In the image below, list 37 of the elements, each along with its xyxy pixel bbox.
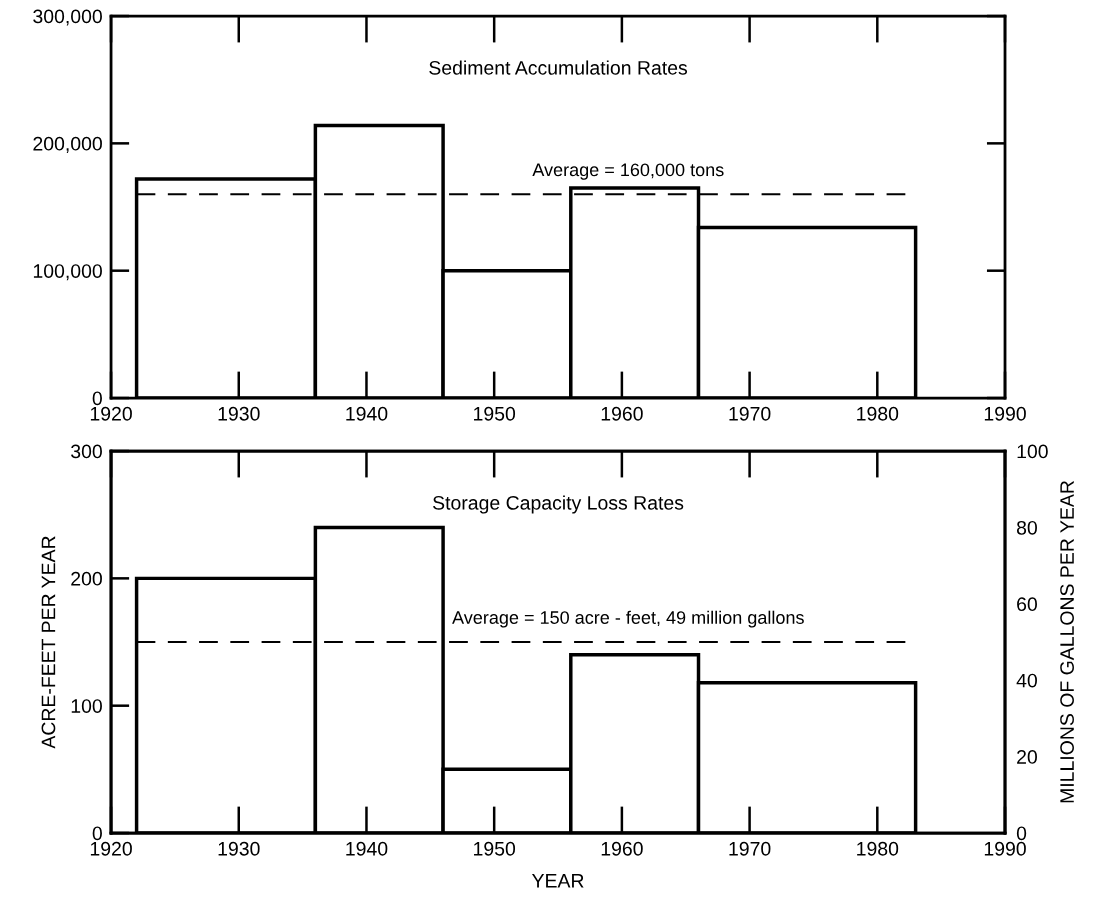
y2-tick-label: 40 xyxy=(1016,673,1037,688)
x-tick-label: 1920 xyxy=(90,841,132,856)
x-tick-label: 1930 xyxy=(218,406,260,421)
y-tick-label: 0 xyxy=(92,826,102,841)
y2-tick-label: 80 xyxy=(1016,520,1037,535)
x-tick-label: 1930 xyxy=(218,841,260,856)
x-tick-label: 1980 xyxy=(857,841,899,856)
y2-tick-label: 0 xyxy=(1016,826,1027,841)
y-tick-label: 200,000 xyxy=(33,136,102,153)
x-tick-label: 1950 xyxy=(474,406,516,421)
text: Storage Capacity Loss Rates xyxy=(433,495,684,514)
x-axis-title: YEAR xyxy=(531,874,584,888)
text: Sediment Accumulation Rates xyxy=(429,60,688,75)
ref-line-label: Average = 160,000 tons xyxy=(532,163,724,180)
x-tick-label: 1970 xyxy=(729,406,771,421)
y2-tick-label: 20 xyxy=(1017,750,1037,764)
x-tick-label: 1990 xyxy=(984,406,1026,421)
x-tick-label: 1950 xyxy=(474,841,516,856)
y-tick-label: 300,000 xyxy=(33,9,102,26)
y-tick-label: 200 xyxy=(71,571,102,586)
y2-axis-title: MILLIONS OF GALLONS PER YEAR xyxy=(1060,481,1074,803)
y-tick-label: 300 xyxy=(71,444,102,459)
x-tick-label: 1990 xyxy=(984,841,1026,856)
y2-tick-label: 100 xyxy=(1017,444,1048,459)
ref-line-label: Average = 150 acre - feet, 49 million gallons xyxy=(452,610,804,628)
y2-tick-label: 60 xyxy=(1017,597,1037,612)
y-axis-title: ACRE-FEET PER YEAR xyxy=(41,536,56,749)
y-tick-label: 100 xyxy=(71,699,102,713)
x-tick-label: 1940 xyxy=(346,406,388,421)
x-tick-label: 1980 xyxy=(857,406,899,421)
x-tick-label: 1960 xyxy=(601,406,643,421)
y-tick-label: 0 xyxy=(92,391,102,406)
x-tick-label: 1960 xyxy=(601,841,643,856)
x-tick-label: 1940 xyxy=(346,841,388,856)
y-tick-label: 100,000 xyxy=(33,264,102,281)
x-tick-label: 1970 xyxy=(729,841,771,856)
x-tick-label: 1920 xyxy=(90,406,132,421)
